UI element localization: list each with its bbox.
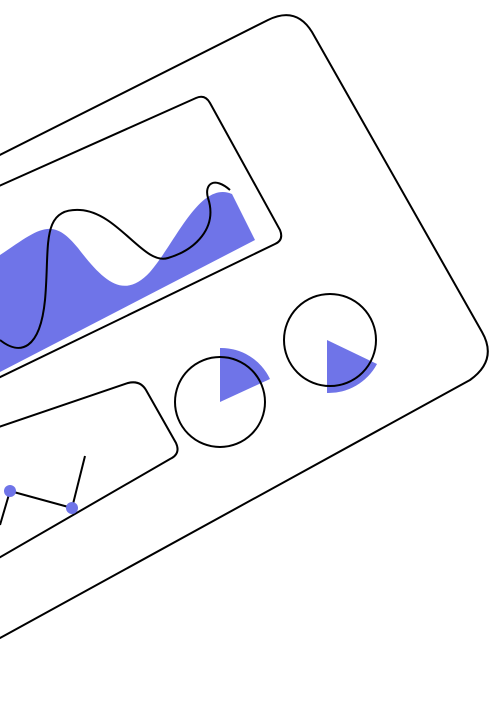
dashboard-card-outline: [0, 14, 489, 640]
line-chart-frame: [0, 381, 179, 559]
pie-gauge-right: [283, 293, 377, 394]
pie-gauge-left: [174, 347, 270, 448]
pie-gauge-right-ring: [283, 293, 377, 387]
area-chart-wave-line: [0, 181, 231, 349]
area-chart-fill: [0, 191, 255, 372]
area-chart-frame: [0, 95, 283, 379]
pie-gauge-right-slice: [327, 340, 377, 394]
line-chart-series: [0, 455, 86, 526]
pie-gauge-left-ring: [174, 356, 266, 448]
line-chart-point: [4, 485, 16, 497]
line-chart-point: [66, 502, 78, 514]
area-chart-panel: [0, 95, 283, 379]
pie-gauge-left-slice: [220, 347, 270, 402]
line-chart-panel: [0, 381, 179, 559]
